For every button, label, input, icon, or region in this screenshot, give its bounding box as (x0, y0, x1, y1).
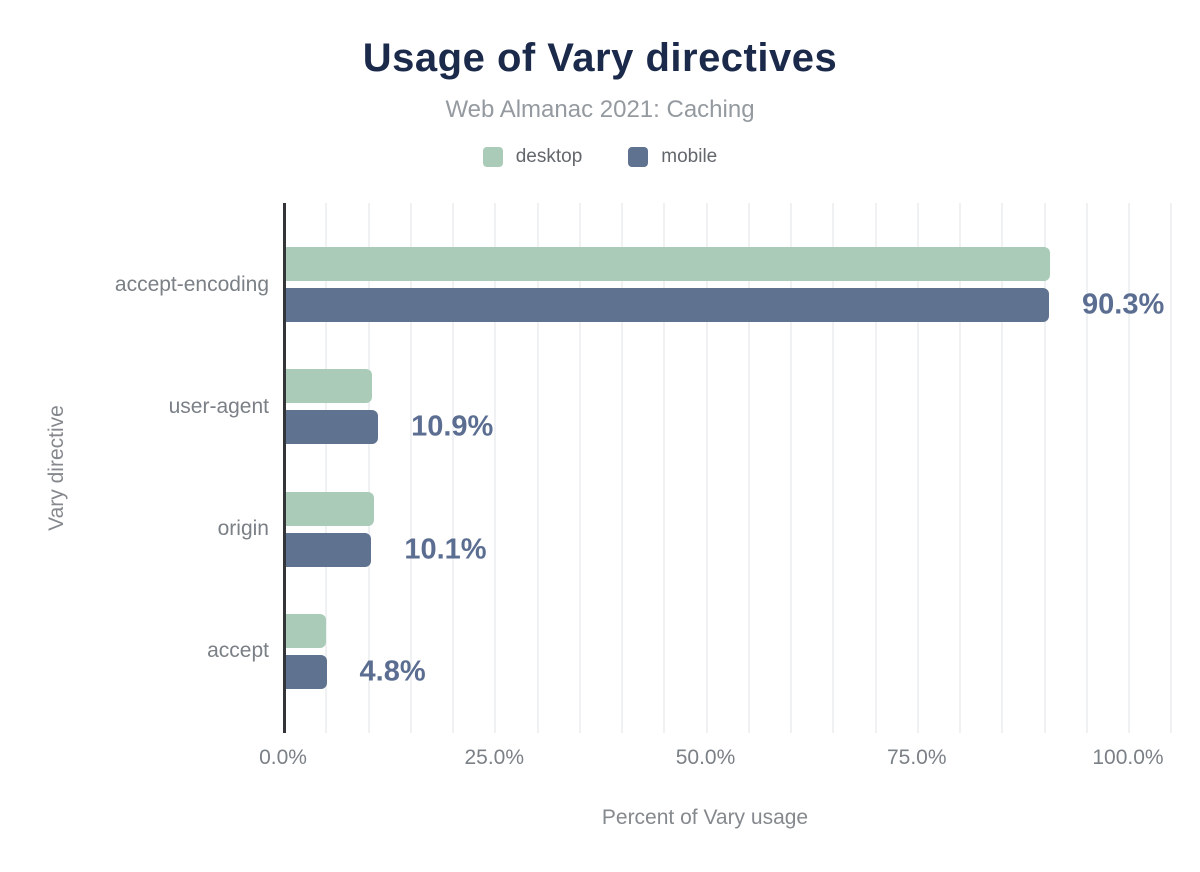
value-label: 10.1% (404, 533, 487, 566)
legend-item-mobile[interactable]: mobile (628, 146, 717, 168)
gridline (1001, 203, 1004, 733)
category-label: user-agent (168, 394, 269, 418)
gridline (1170, 203, 1173, 733)
bar-desktop-user-agent[interactable] (286, 369, 373, 404)
gridline (1128, 203, 1130, 733)
gridline (705, 203, 708, 733)
y-axis-line (283, 203, 286, 733)
value-label: 90.3% (1082, 288, 1165, 321)
bar-desktop-origin[interactable] (286, 491, 374, 526)
gridline (747, 203, 750, 733)
legend-label-mobile: mobile (661, 146, 718, 167)
x-tick-label: 50.0% (675, 746, 736, 769)
gridline (790, 203, 792, 733)
gridline (621, 203, 623, 733)
legend: desktop mobile (0, 146, 1200, 168)
gridline (1085, 203, 1088, 733)
x-tick-label: 75.0% (886, 746, 947, 769)
bar-mobile-user-agent[interactable] (286, 410, 379, 445)
bar-mobile-accept-encoding[interactable] (286, 288, 1050, 322)
legend-label-desktop: desktop (515, 146, 583, 167)
category-label: accept-encoding (114, 272, 269, 296)
gridline (1043, 203, 1046, 733)
gridline (452, 203, 454, 733)
gridline (367, 203, 370, 733)
plot-area: accept-encoding 90.3% user-agent 10.9% origi… (115, 203, 1180, 769)
gridline (409, 203, 412, 733)
x-tick-label: 25.0% (464, 746, 525, 769)
desktop-swatch (482, 147, 503, 167)
bar-desktop-accept-encoding[interactable] (286, 247, 1050, 281)
category-label: accept (207, 639, 269, 663)
gridline (663, 203, 666, 733)
value-label: 10.9% (411, 410, 494, 443)
chart-subtitle: Web Almanac 2021: Caching (445, 96, 755, 123)
category-label: origin (217, 517, 269, 541)
gridline (325, 203, 328, 733)
chart-title: Usage of Vary directives (362, 36, 838, 80)
bar-mobile-accept[interactable] (286, 654, 327, 689)
value-label: 4.8% (359, 655, 426, 688)
bar-desktop-accept[interactable] (286, 613, 326, 648)
x-tick-label: 0.0% (259, 746, 307, 769)
y-axis-title: Vary directive (45, 405, 68, 531)
gridline (916, 203, 919, 733)
x-axis-title: Percent of Vary usage (601, 806, 809, 829)
gridline (494, 203, 497, 733)
gridline (536, 203, 539, 733)
gridline (959, 203, 961, 733)
gridline (874, 203, 877, 733)
bar-mobile-origin[interactable] (286, 532, 372, 567)
x-tick-label: 100.0% (1092, 746, 1164, 769)
legend-item-desktop[interactable]: desktop (482, 146, 583, 168)
mobile-swatch (628, 147, 649, 167)
gridline (832, 203, 835, 733)
gridline (578, 203, 581, 733)
